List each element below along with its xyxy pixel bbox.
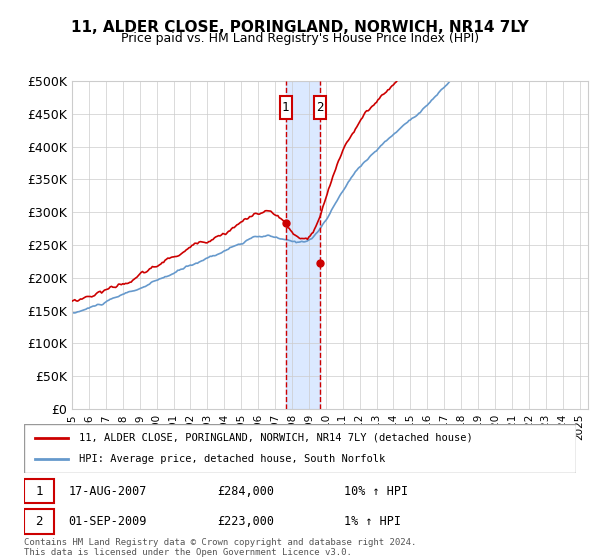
FancyBboxPatch shape bbox=[24, 424, 576, 473]
Bar bbox=[286, 81, 320, 409]
Text: 10% ↑ HPI: 10% ↑ HPI bbox=[344, 484, 408, 498]
Text: 1: 1 bbox=[282, 101, 289, 114]
Text: £284,000: £284,000 bbox=[217, 484, 274, 498]
Text: Price paid vs. HM Land Registry's House Price Index (HPI): Price paid vs. HM Land Registry's House … bbox=[121, 32, 479, 45]
Text: 1: 1 bbox=[35, 484, 43, 498]
Text: 01-SEP-2009: 01-SEP-2009 bbox=[68, 515, 146, 528]
Text: HPI: Average price, detached house, South Norfolk: HPI: Average price, detached house, Sout… bbox=[79, 454, 385, 464]
FancyBboxPatch shape bbox=[280, 96, 292, 119]
FancyBboxPatch shape bbox=[24, 479, 55, 503]
Text: Contains HM Land Registry data © Crown copyright and database right 2024.
This d: Contains HM Land Registry data © Crown c… bbox=[24, 538, 416, 557]
Text: 11, ALDER CLOSE, PORINGLAND, NORWICH, NR14 7LY: 11, ALDER CLOSE, PORINGLAND, NORWICH, NR… bbox=[71, 20, 529, 35]
FancyBboxPatch shape bbox=[314, 96, 326, 119]
Text: £223,000: £223,000 bbox=[217, 515, 274, 528]
Text: 2: 2 bbox=[35, 515, 43, 528]
Text: 17-AUG-2007: 17-AUG-2007 bbox=[68, 484, 146, 498]
Text: 1% ↑ HPI: 1% ↑ HPI bbox=[344, 515, 401, 528]
FancyBboxPatch shape bbox=[24, 509, 55, 534]
Text: 11, ALDER CLOSE, PORINGLAND, NORWICH, NR14 7LY (detached house): 11, ALDER CLOSE, PORINGLAND, NORWICH, NR… bbox=[79, 433, 473, 443]
Text: 2: 2 bbox=[316, 101, 324, 114]
